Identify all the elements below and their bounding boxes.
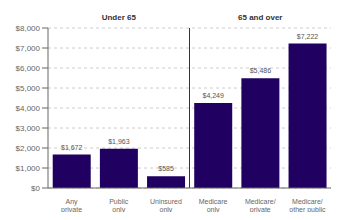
svg-text:$585: $585 (158, 165, 174, 172)
svg-text:$4,000: $4,000 (16, 104, 41, 113)
svg-text:$7,222: $7,222 (297, 33, 319, 40)
svg-text:Medicare/private: Medicare/private (245, 198, 276, 212)
svg-text:$1,000: $1,000 (16, 164, 41, 173)
svg-text:$5,000: $5,000 (16, 84, 41, 93)
svg-text:Under 65: Under 65 (102, 13, 137, 22)
svg-text:65 and over: 65 and over (238, 13, 282, 22)
svg-text:$7,000: $7,000 (16, 44, 41, 53)
svg-text:Publiconly: Publiconly (109, 198, 129, 212)
svg-text:$4,249: $4,249 (203, 92, 225, 99)
svg-text:$8,000: $8,000 (16, 24, 41, 33)
svg-text:Anyprivate: Anyprivate (61, 198, 82, 212)
svg-text:$2,000: $2,000 (16, 144, 41, 153)
svg-text:$0: $0 (31, 184, 40, 193)
svg-text:$1,672: $1,672 (61, 144, 83, 151)
svg-text:Medicare/other public: Medicare/other public (289, 198, 326, 212)
svg-text:Medicareonly: Medicareonly (199, 198, 228, 212)
svg-text:$5,486: $5,486 (250, 67, 272, 74)
svg-text:Uninsuredonly: Uninsuredonly (150, 198, 182, 212)
svg-text:$1,963: $1,963 (108, 138, 130, 145)
svg-text:$6,000: $6,000 (16, 64, 41, 73)
svg-text:$3,000: $3,000 (16, 124, 41, 133)
